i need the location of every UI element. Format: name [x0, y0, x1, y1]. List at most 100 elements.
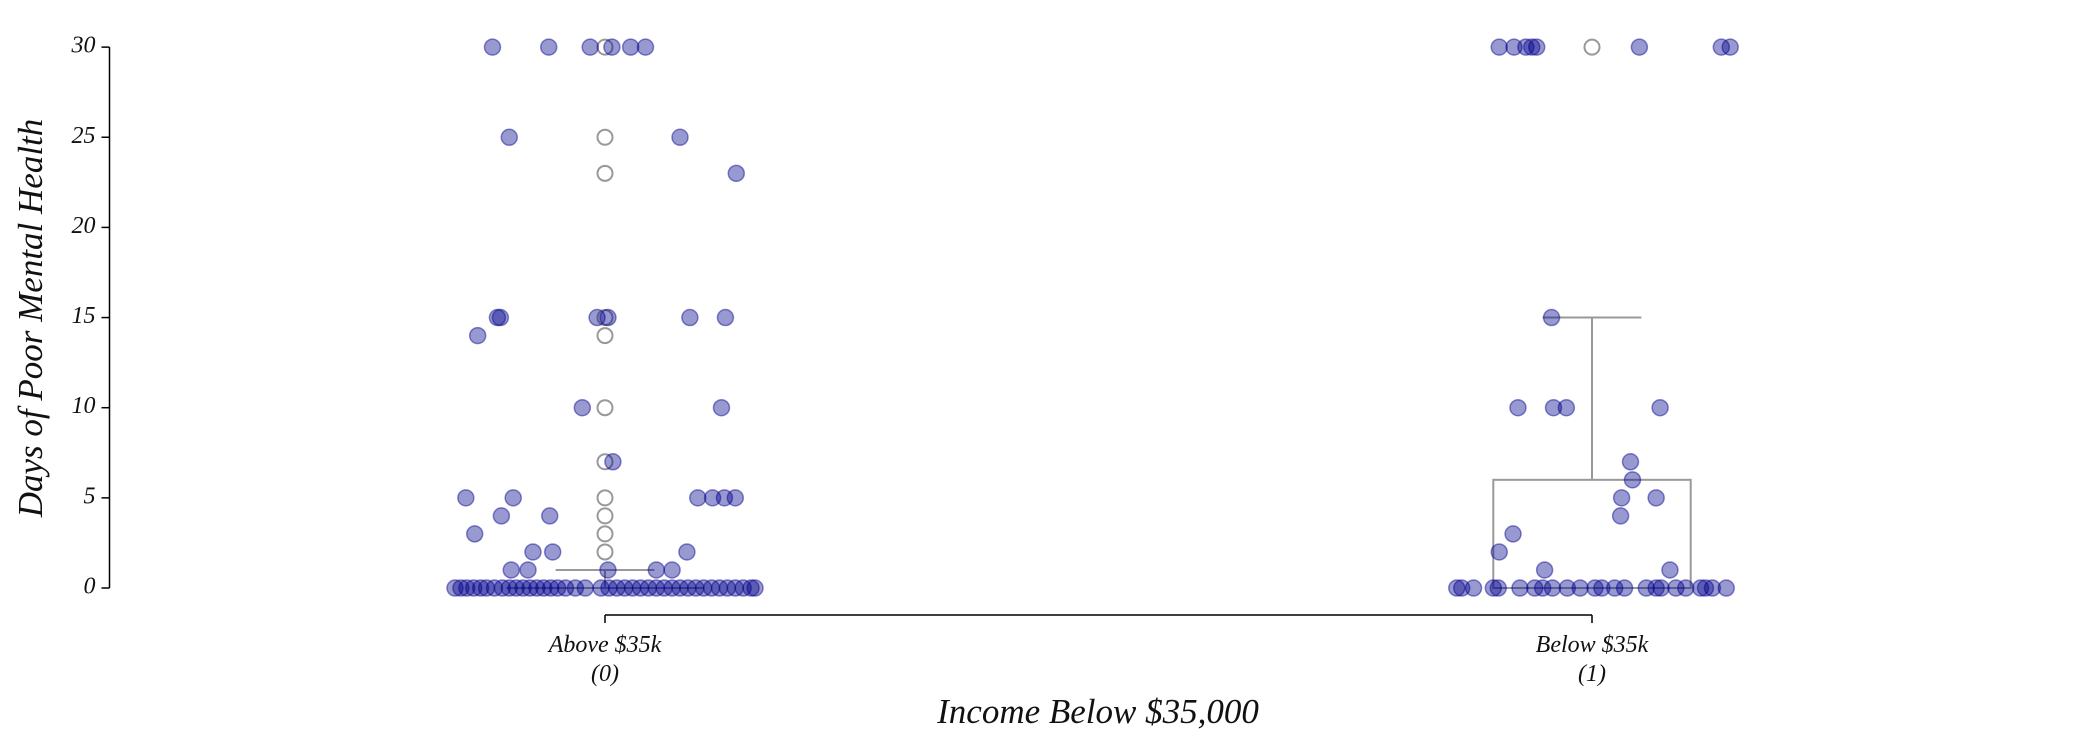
x-tick-label-line: (1): [1578, 661, 1606, 687]
point: [500, 579, 519, 597]
point: [573, 398, 592, 417]
point: [689, 489, 707, 507]
point: [1586, 579, 1604, 597]
point: [485, 579, 504, 597]
point: [1557, 398, 1576, 417]
point: [457, 489, 475, 507]
point: [521, 579, 539, 597]
point: [1593, 579, 1611, 597]
y-axis-title: Days of Poor Mental Health: [11, 119, 50, 519]
point: [1615, 579, 1634, 597]
outlier: [596, 453, 614, 471]
x-axis-title: Income Below $35,000: [936, 692, 1259, 731]
point: [703, 489, 722, 507]
point: [718, 579, 737, 597]
point: [1448, 579, 1466, 597]
x-tick-label: Below $35k (1): [1536, 632, 1649, 687]
point: [500, 128, 519, 147]
outlier: [596, 327, 614, 345]
point: [1612, 489, 1631, 507]
point: [1630, 38, 1649, 56]
point: [1637, 579, 1656, 597]
point: [540, 507, 559, 525]
point: [1667, 579, 1685, 597]
point: [1489, 579, 1507, 597]
point: [1526, 579, 1544, 597]
point: [1647, 579, 1665, 597]
point: [566, 579, 585, 597]
point: [623, 579, 642, 597]
point: [1712, 38, 1731, 56]
point: [1484, 579, 1503, 597]
point: [600, 579, 618, 597]
point: [1517, 38, 1535, 56]
point: [727, 164, 746, 183]
point: [535, 579, 553, 597]
point: [631, 579, 650, 597]
point: [615, 579, 634, 597]
y-tick-label: 20: [72, 213, 96, 239]
point: [576, 579, 595, 597]
point: [1652, 579, 1670, 597]
point: [1661, 561, 1679, 579]
point: [1504, 525, 1522, 543]
outlier: [596, 38, 614, 56]
point: [639, 579, 658, 597]
point: [1527, 38, 1546, 56]
point: [636, 38, 655, 56]
point: [1543, 579, 1562, 597]
point: [746, 579, 764, 597]
point: [1571, 579, 1589, 597]
point: [663, 561, 681, 579]
point: [710, 579, 729, 597]
outlier: [596, 399, 614, 417]
point: [1505, 38, 1523, 56]
point: [1558, 579, 1577, 597]
point: [1677, 579, 1695, 597]
point: [1621, 453, 1640, 471]
outlier: [596, 507, 614, 525]
point: [556, 579, 575, 597]
point: [581, 38, 599, 56]
point: [1696, 579, 1715, 597]
outlier: [596, 525, 614, 543]
point: [1651, 398, 1669, 417]
y-tick-label: 10: [72, 393, 96, 419]
point: [519, 561, 537, 579]
point: [1509, 398, 1527, 417]
x-tick-label-line: Above $35k: [547, 632, 662, 658]
point: [458, 579, 476, 597]
y-tick-label: 0: [84, 574, 96, 600]
point: [468, 326, 487, 345]
point: [742, 579, 760, 597]
point: [539, 38, 558, 56]
point: [1623, 471, 1642, 489]
point: [543, 543, 562, 561]
point: [604, 453, 622, 471]
point: [471, 579, 490, 597]
point: [504, 489, 522, 507]
outlier: [596, 543, 614, 561]
point: [507, 579, 525, 597]
outlier: [596, 164, 614, 182]
point: [687, 579, 705, 597]
point: [1490, 543, 1508, 561]
point: [1535, 561, 1554, 579]
point: [1511, 579, 1529, 597]
point: [1523, 38, 1541, 56]
point: [679, 579, 697, 597]
point: [1717, 579, 1735, 597]
point: [1533, 579, 1552, 597]
point: [502, 561, 520, 579]
x-tick-label: Above $35k (0): [547, 632, 662, 687]
point: [694, 579, 713, 597]
point: [483, 38, 502, 56]
point: [734, 579, 752, 597]
x-tick-label-line: (0): [591, 661, 619, 687]
point: [712, 398, 731, 417]
point: [608, 579, 626, 597]
point: [491, 308, 510, 327]
point: [446, 579, 464, 597]
point: [715, 489, 734, 507]
